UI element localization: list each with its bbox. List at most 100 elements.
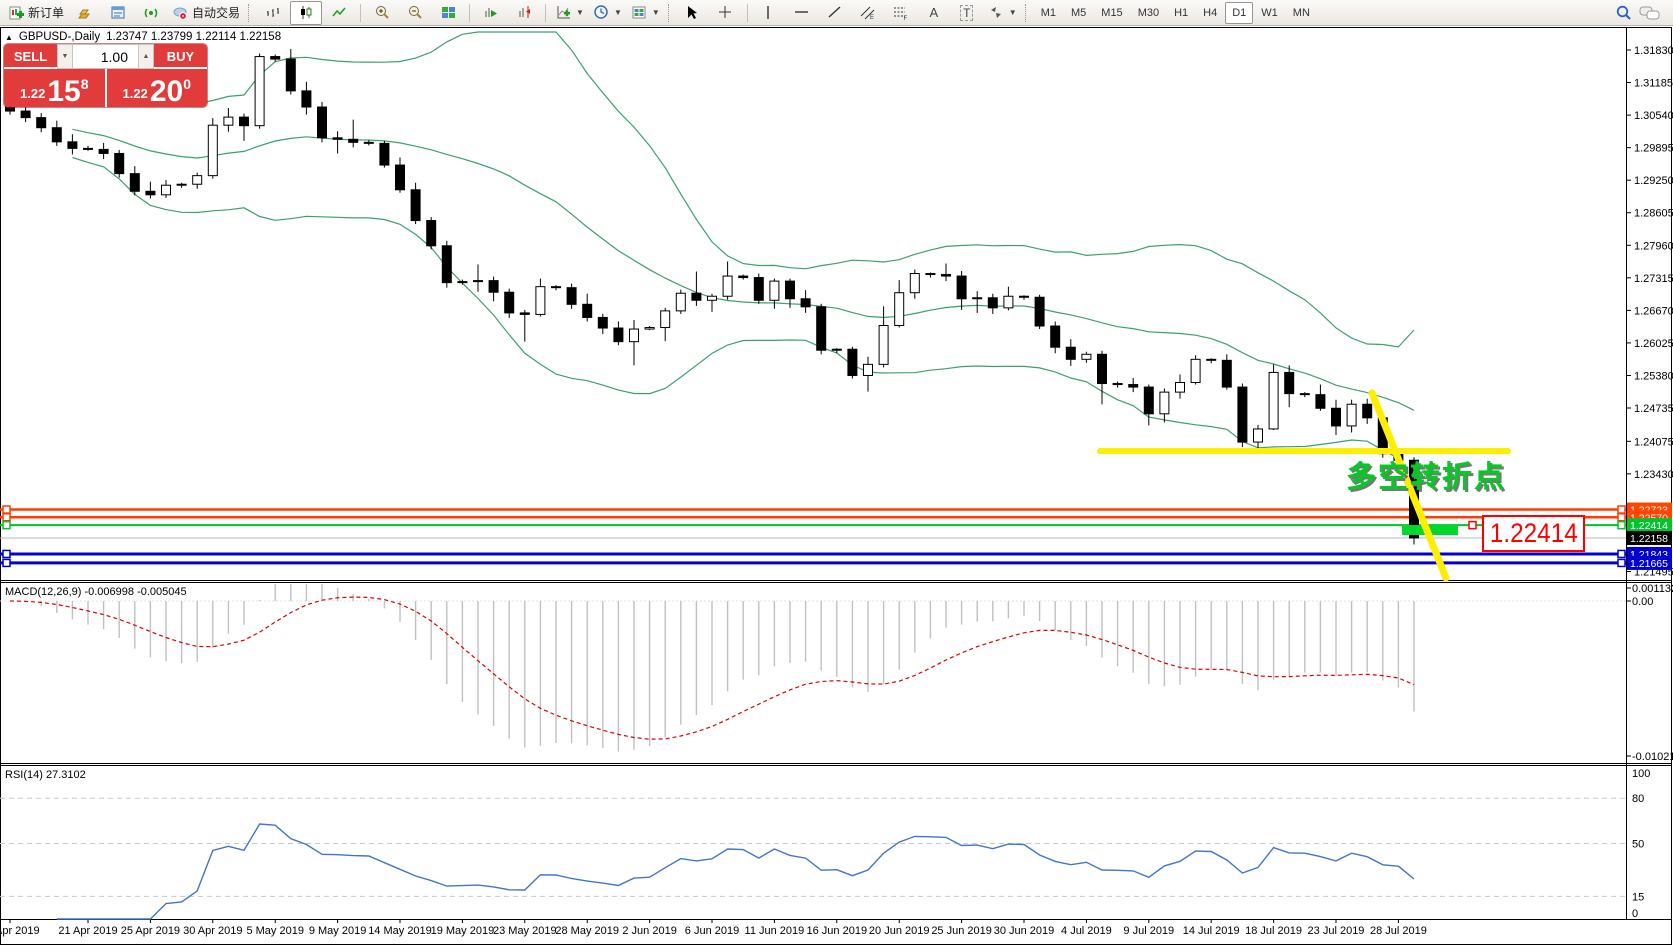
line-handle <box>2 513 11 522</box>
buy-button[interactable]: BUY <box>154 44 207 69</box>
trendline-icon <box>828 6 841 18</box>
timeframe-button-H4[interactable]: H4 <box>1203 6 1218 19</box>
candle-body <box>1221 359 1232 388</box>
candle-body <box>83 147 93 150</box>
new-order-button[interactable]: 新订单 <box>4 1 68 25</box>
cursor-button[interactable] <box>677 1 709 25</box>
candle-body <box>410 189 421 222</box>
price-tick-label: 1.30540 <box>1634 110 1673 122</box>
tile-windows-button[interactable] <box>432 1 464 25</box>
timeframe-button-M15[interactable]: M15 <box>1101 6 1123 19</box>
timeframe-button-M30[interactable]: M30 <box>1137 6 1160 19</box>
window-collapse-icon[interactable]: ▲ <box>5 32 13 42</box>
buy-price-button[interactable]: 1.22 20 0 <box>106 69 207 107</box>
candle-body <box>769 280 780 301</box>
toolbar-separator <box>746 3 748 22</box>
timeframe-button-M1[interactable]: M1 <box>1040 6 1056 19</box>
buy-price-pips: 20 <box>149 75 184 107</box>
arrows-icon <box>990 7 1001 18</box>
line-handle <box>1617 505 1626 514</box>
chart-bars-button[interactable] <box>257 1 289 25</box>
candle-body <box>223 116 234 126</box>
svg-text:F: F <box>904 16 908 21</box>
timeframe-button-H1[interactable]: H1 <box>1174 6 1189 19</box>
candle-body <box>566 287 577 305</box>
price-callout-label[interactable]: 1.22414 <box>1482 515 1585 552</box>
timeframe-button-D1[interactable]: D1 <box>1225 1 1254 24</box>
channel-button[interactable]: E <box>852 1 884 25</box>
line-handle <box>2 549 11 559</box>
gold-ingots-button[interactable] <box>69 1 101 25</box>
candle-body <box>473 280 483 283</box>
line-chart-icon <box>331 7 346 17</box>
text-label-button[interactable]: T <box>951 1 983 25</box>
volume-down-button[interactable]: ▼ <box>57 44 73 69</box>
rsi-axis-label: 100 <box>1632 768 1650 780</box>
zoom-in-button[interactable] <box>366 1 398 25</box>
search-icon[interactable] <box>1615 4 1633 22</box>
chat-icon[interactable] <box>1639 4 1661 22</box>
vertical-line-button[interactable] <box>753 1 785 25</box>
candle-body <box>863 363 873 376</box>
price-tick-label: 1.26670 <box>1634 305 1673 317</box>
rsi-axis-label: 0 <box>1632 908 1638 920</box>
horizontal-lines <box>0 505 1626 568</box>
date-label: 14 May 2019 <box>368 925 432 937</box>
timeframe-button-MN[interactable]: MN <box>1292 6 1310 19</box>
price-tick-label: 1.25380 <box>1634 370 1673 382</box>
vertical-line-icon <box>767 6 769 19</box>
autotrading-button[interactable]: 自动交易 <box>168 1 244 25</box>
timeframe-button-M5[interactable]: M5 <box>1071 6 1087 19</box>
arrows-button[interactable]: ▼ <box>984 1 1021 25</box>
macd-axis-label: 0.00 <box>1632 596 1653 608</box>
rsi-axis-label: 50 <box>1632 839 1644 851</box>
chart-line-button[interactable] <box>323 1 355 25</box>
price-line-label: 1.22158 <box>1627 531 1672 546</box>
signal-button[interactable] <box>135 1 167 25</box>
date-label: 25 Apr 2019 <box>121 925 180 937</box>
templates-button[interactable]: ▼ <box>627 1 664 25</box>
candle-body <box>98 148 109 154</box>
callout-anchor-handle <box>1468 520 1477 530</box>
volume-up-button[interactable]: ▲ <box>138 44 154 69</box>
candle-body <box>348 138 359 143</box>
volume-input[interactable]: 1.00 <box>73 44 138 69</box>
quotes-window-button[interactable] <box>102 1 134 25</box>
crosshair-button[interactable] <box>710 1 742 25</box>
candle-body <box>816 306 827 351</box>
fibonacci-button[interactable]: F <box>885 1 917 25</box>
chart-candles-button[interactable] <box>290 0 323 25</box>
candle-body <box>1331 407 1341 427</box>
autotrading-icon <box>173 7 187 20</box>
autoscroll-button[interactable] <box>475 1 507 25</box>
date-label: 23 Jul 2019 <box>1308 925 1365 937</box>
candle-body <box>161 184 171 196</box>
gold-ingots-icon <box>77 9 90 19</box>
bollinger-band-line <box>72 128 1415 411</box>
price-axis-ticks: 1.31830 1.31185 1.30540 1.29895 1.29250 1.286… <box>1626 45 1673 579</box>
candle-body <box>504 291 515 314</box>
sell-button[interactable]: SELL <box>4 44 57 69</box>
crosshair-icon <box>719 6 732 18</box>
periods-button[interactable]: ▼ <box>589 1 626 25</box>
date-label: 23 May 2019 <box>493 925 557 937</box>
candle-body <box>753 277 764 301</box>
text-button[interactable]: A <box>918 1 950 25</box>
candle-body <box>1159 391 1170 415</box>
zoom-out-button[interactable] <box>399 1 431 25</box>
candle-body <box>1190 358 1201 384</box>
candle-body <box>363 141 374 144</box>
candle-body <box>51 127 62 143</box>
turning-point-annotation[interactable]: 多空转折点 <box>1346 461 1506 494</box>
chart-shift-button[interactable] <box>508 1 540 25</box>
candle-body <box>831 348 842 351</box>
trendline-button[interactable] <box>819 1 851 25</box>
timeframe-button-W1[interactable]: W1 <box>1261 6 1278 19</box>
candles-layer <box>5 48 1419 545</box>
horizontal-line-button[interactable] <box>786 1 818 25</box>
price-tick-label: 1.24075 <box>1634 436 1673 448</box>
indicators-button[interactable]: ▼ <box>551 1 588 25</box>
sell-price-button[interactable]: 1.22 15 8 <box>4 69 105 107</box>
